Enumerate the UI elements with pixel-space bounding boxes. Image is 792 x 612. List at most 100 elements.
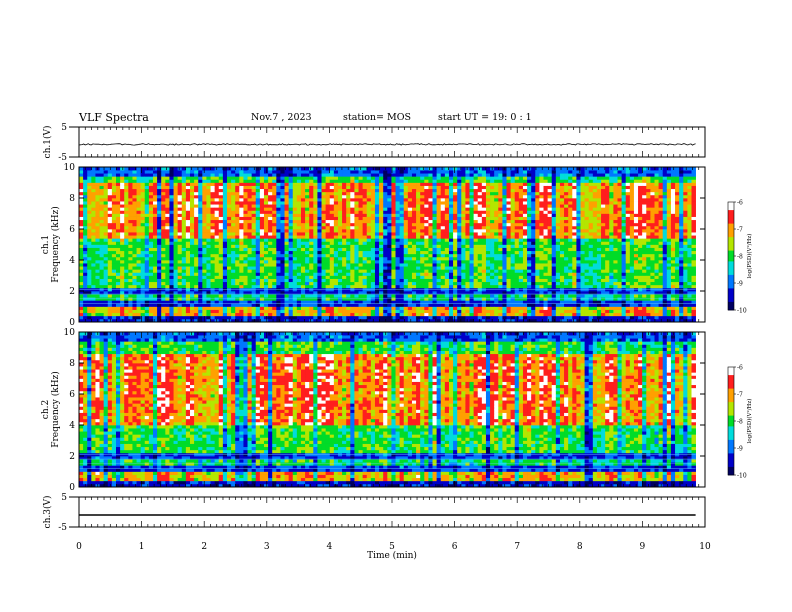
x-tick-label: 3 (264, 542, 270, 552)
colorbar-tick-label: -6 (737, 200, 743, 207)
colorbar-cell (728, 280, 734, 283)
colorbar-cell (728, 443, 734, 446)
y-tick-label: 5 (61, 493, 67, 503)
y-tick-label: 4 (69, 421, 75, 431)
panel-ylabel: ch.1 (41, 235, 51, 254)
colorbar-cell (728, 270, 734, 273)
colorbar-cell (728, 248, 734, 251)
colorbar-tick-label: -6 (737, 365, 743, 372)
colorbar-cell (728, 383, 734, 386)
y-tick-label: 2 (69, 452, 75, 462)
colorbar-cell (728, 367, 734, 370)
x-tick-label: 10 (699, 542, 711, 552)
colorbar-tick-label: -8 (737, 254, 743, 261)
colorbar-tick-label: -10 (737, 473, 747, 480)
colorbar-cell (728, 237, 734, 240)
colorbar-cell (728, 275, 734, 278)
colorbar-cell (728, 456, 734, 459)
panel-ylabel: ch.1(V) (42, 126, 53, 159)
colorbar-cell (728, 253, 734, 256)
colorbar-cell (728, 389, 734, 392)
colorbar-cell (728, 256, 734, 259)
colorbar-cell (728, 272, 734, 275)
colorbar-cell (728, 470, 734, 473)
colorbar-cell (728, 453, 734, 456)
y-tick-label: 2 (69, 287, 75, 297)
ch2-spectrogram (79, 332, 696, 487)
y-tick-label: 8 (69, 194, 75, 204)
colorbar-cell (728, 305, 734, 308)
colorbar-cell (728, 426, 734, 429)
colorbar-cell (728, 218, 734, 221)
colorbar-cell (728, 448, 734, 451)
colorbar-cell (728, 240, 734, 243)
y-tick-label: -5 (58, 153, 67, 163)
colorbar-cell (728, 216, 734, 219)
colorbar-cell (728, 210, 734, 213)
x-axis-label: Time (min) (367, 550, 417, 561)
panel-ylabel: ch.3(V) (42, 496, 53, 529)
colorbar-cell (728, 421, 734, 424)
y-tick-label: 10 (64, 163, 76, 173)
colorbar-cell (728, 424, 734, 427)
colorbar-label: log(PSD)(V²/Hz) (746, 234, 753, 279)
colorbar-tick-label: -7 (737, 227, 743, 234)
colorbar-cell (728, 386, 734, 389)
colorbar-cell (728, 264, 734, 267)
x-tick-label: 7 (514, 542, 520, 552)
colorbar-cell (728, 464, 734, 467)
panel-ylabel: ch.2 (41, 400, 51, 419)
colorbar-cell (728, 202, 734, 205)
colorbar-tick-label: -9 (737, 281, 743, 288)
colorbar-cell (728, 462, 734, 465)
colorbar-cell (728, 432, 734, 435)
colorbar-cell (728, 297, 734, 300)
ch1-spectrogram (79, 167, 696, 322)
colorbar-cell (728, 410, 734, 413)
colorbar-cell (728, 299, 734, 302)
colorbar-cell (728, 435, 734, 438)
colorbar-cell (728, 207, 734, 210)
colorbar-cell (728, 397, 734, 400)
x-tick-label: 9 (640, 542, 646, 552)
colorbar-cell (728, 429, 734, 432)
y-tick-label: 4 (69, 256, 75, 266)
colorbar-cell (728, 278, 734, 281)
panel-ylabel: Frequency (kHz) (50, 371, 61, 448)
colorbar-cell (728, 232, 734, 235)
y-tick-label: 6 (69, 390, 75, 400)
colorbar-cell (728, 259, 734, 262)
colorbar-label: log(PSD)(V²/Hz) (746, 399, 753, 444)
colorbar-cell (728, 416, 734, 419)
colorbar-cell (728, 226, 734, 229)
y-tick-label: 8 (69, 359, 75, 369)
colorbar-cell (728, 459, 734, 462)
colorbar-cell (728, 205, 734, 208)
colorbar-tick-label: -9 (737, 446, 743, 453)
colorbar-cell (728, 440, 734, 443)
colorbar-cell (728, 267, 734, 270)
colorbar-cell (728, 251, 734, 254)
colorbar-cell (728, 372, 734, 375)
colorbar-cell (728, 213, 734, 216)
colorbar-cell (728, 445, 734, 448)
colorbar-cell (728, 283, 734, 286)
colorbar-tick-label: -7 (737, 392, 743, 399)
y-tick-label: 6 (69, 225, 75, 235)
y-tick-label: -5 (58, 523, 67, 533)
colorbar-cell (728, 224, 734, 227)
colorbar-cell (728, 291, 734, 294)
x-tick-label: 2 (201, 542, 207, 552)
panel-ylabel: Frequency (kHz) (50, 206, 61, 283)
colorbar-cell (728, 467, 734, 470)
colorbar-cell (728, 221, 734, 224)
colorbar-cell (728, 408, 734, 411)
colorbar-cell (728, 378, 734, 381)
colorbar-cell (728, 243, 734, 246)
colorbar-cell (728, 234, 734, 237)
x-tick-label: 6 (452, 542, 458, 552)
colorbar-cell (728, 381, 734, 384)
colorbar-cell (728, 402, 734, 405)
colorbar-cell (728, 399, 734, 402)
colorbar-tick-label: -8 (737, 419, 743, 426)
